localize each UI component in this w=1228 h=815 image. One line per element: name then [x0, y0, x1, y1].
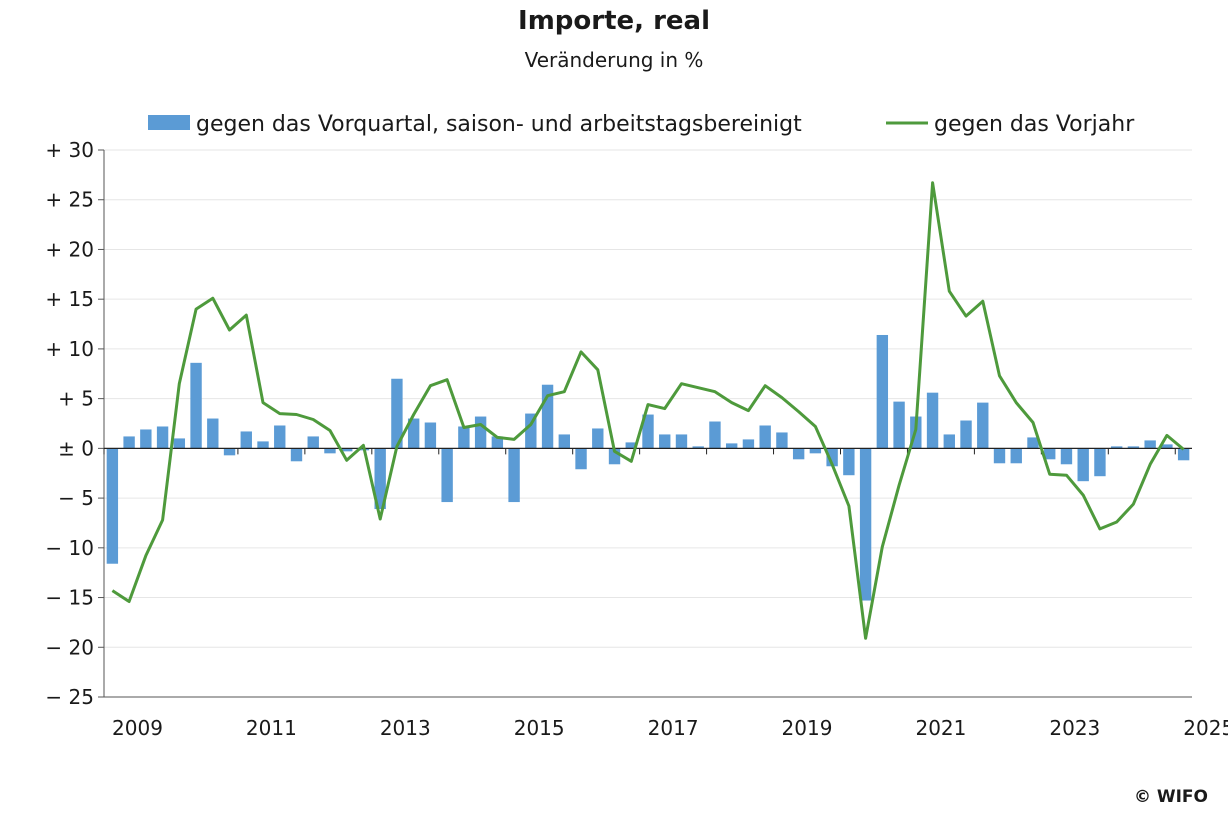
bar — [240, 431, 252, 449]
x-tick-label: 2025 — [1183, 716, 1228, 740]
bar — [926, 392, 939, 449]
x-tick-label: 2021 — [915, 716, 966, 740]
bar — [223, 448, 236, 456]
bar — [1010, 448, 1022, 464]
bar — [541, 384, 554, 449]
bar — [675, 434, 688, 449]
bar — [491, 436, 504, 449]
x-tick-label: 2013 — [380, 716, 431, 740]
bar — [1094, 448, 1106, 477]
bar — [508, 448, 520, 503]
bar — [977, 402, 989, 449]
legend-bar-label: gegen das Vorquartal, saison- und arbeit… — [196, 112, 802, 137]
y-tick-label: + 10 — [45, 337, 94, 361]
bar — [792, 448, 805, 460]
bar — [742, 439, 755, 449]
bar — [759, 425, 771, 449]
bar — [190, 362, 202, 449]
y-tick-label: − 25 — [45, 685, 94, 709]
x-tick-label: 2009 — [112, 716, 163, 740]
x-tick-label: 2023 — [1049, 716, 1100, 740]
x-tick-label: 2017 — [648, 716, 699, 740]
bar — [173, 438, 186, 449]
bar — [943, 434, 955, 449]
bar — [993, 448, 1006, 464]
bar — [642, 414, 654, 449]
y-tick-label: − 20 — [45, 635, 94, 659]
bar — [274, 425, 286, 449]
y-tick-label: + 25 — [45, 188, 94, 212]
bar — [1077, 448, 1089, 482]
bar — [608, 448, 621, 465]
bar — [458, 426, 470, 449]
bar — [726, 443, 738, 449]
bar — [1144, 440, 1156, 449]
y-tick-label: + 20 — [45, 237, 94, 261]
bar — [1161, 444, 1173, 449]
bar — [391, 378, 403, 449]
y-tick-label: − 10 — [45, 536, 94, 560]
bar — [374, 448, 386, 510]
chart-subtitle: Veränderung in % — [524, 48, 704, 72]
bar — [207, 418, 219, 449]
bar — [123, 436, 135, 449]
y-tick-label: − 5 — [58, 486, 94, 510]
x-tick-label: 2019 — [782, 716, 833, 740]
x-tick-label: 2011 — [246, 716, 297, 740]
bar — [692, 446, 704, 449]
y-tick-label: + 15 — [45, 287, 94, 311]
bar — [290, 448, 303, 462]
bar-series — [106, 334, 1190, 601]
chart-title: Importe, real — [518, 6, 710, 36]
bar — [1044, 448, 1056, 460]
bar — [424, 422, 437, 449]
bar — [826, 448, 838, 467]
line-series — [111, 181, 1185, 640]
bar — [575, 448, 587, 470]
bar — [809, 448, 822, 454]
bar — [625, 442, 637, 449]
y-tick-label: − 15 — [45, 586, 94, 610]
bar — [407, 418, 420, 449]
legend: gegen das Vorquartal, saison- und arbeit… — [148, 112, 1135, 137]
bar — [659, 434, 671, 449]
bar — [1127, 446, 1140, 449]
bar — [341, 448, 353, 452]
bar — [1177, 448, 1190, 461]
copyright-notice: © WIFO — [1133, 787, 1208, 807]
bar — [592, 428, 604, 449]
bar — [859, 448, 872, 601]
x-tick-label: 2015 — [514, 716, 565, 740]
bar — [140, 429, 152, 449]
legend-bar-swatch — [148, 115, 190, 130]
y-tick-label: ± 0 — [58, 436, 94, 460]
bar — [307, 436, 319, 449]
bar — [257, 441, 269, 449]
bar — [876, 334, 889, 449]
bar — [1060, 448, 1073, 465]
bar — [558, 434, 570, 449]
bar — [1027, 437, 1039, 449]
bar — [709, 421, 721, 449]
bar — [156, 426, 169, 449]
bar — [474, 416, 487, 449]
legend-line-label: gegen das Vorjahr — [934, 112, 1135, 137]
bar — [960, 420, 972, 449]
bar — [324, 448, 336, 454]
y-tick-label: + 5 — [58, 387, 94, 411]
line-vorjahr — [111, 181, 1185, 640]
bar — [893, 401, 905, 449]
y-tick-label: + 30 — [45, 138, 94, 162]
bar — [776, 432, 788, 449]
bar — [1110, 446, 1123, 449]
bar — [525, 413, 537, 449]
axes: + 30 + 25 + 20 + 15 + 10 + 5 ± 0 − 5 − 10 − 15 − 2… — [45, 138, 1228, 740]
bar — [441, 448, 453, 503]
bar — [843, 448, 855, 476]
bar — [106, 448, 119, 564]
